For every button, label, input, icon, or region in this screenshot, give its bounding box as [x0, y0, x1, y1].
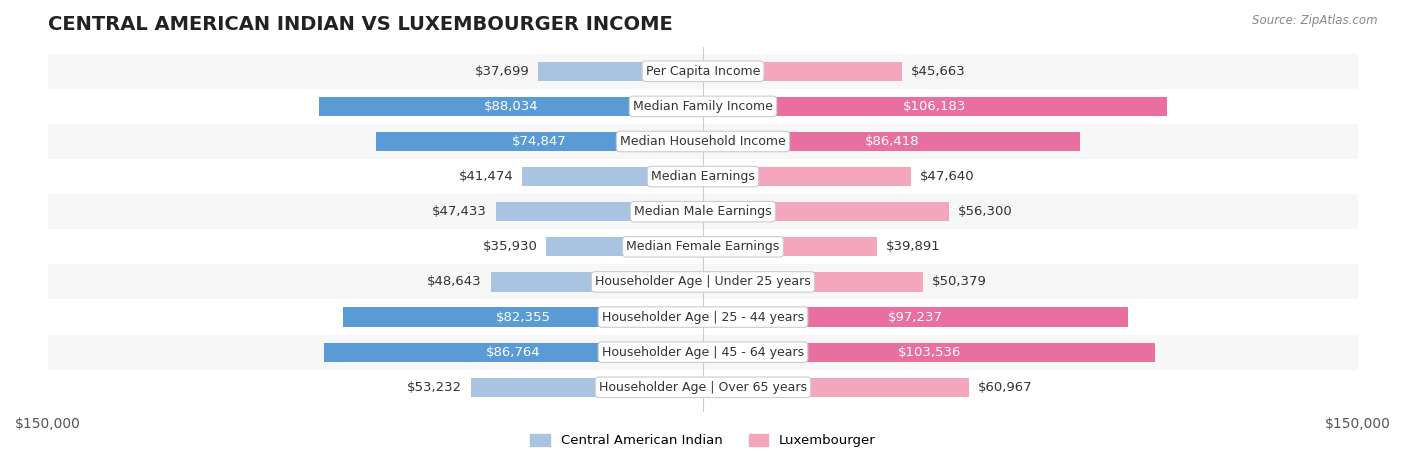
Text: $60,967: $60,967 [979, 381, 1032, 394]
Bar [48, 299, 1358, 334]
Bar [48, 370, 1358, 405]
Text: $39,891: $39,891 [886, 241, 941, 253]
Bar [48, 54, 1358, 89]
Bar [703, 342, 1156, 362]
Bar [703, 132, 1080, 151]
Text: $41,474: $41,474 [458, 170, 513, 183]
Text: $56,300: $56,300 [957, 205, 1012, 218]
Text: $86,418: $86,418 [865, 135, 920, 148]
Text: $47,433: $47,433 [432, 205, 486, 218]
Text: Median Family Income: Median Family Income [633, 100, 773, 113]
Text: $82,355: $82,355 [496, 311, 551, 324]
Text: $103,536: $103,536 [897, 346, 960, 359]
Bar [538, 62, 703, 81]
Bar [48, 159, 1358, 194]
Bar [703, 378, 969, 397]
Text: $86,764: $86,764 [486, 346, 541, 359]
Text: Source: ZipAtlas.com: Source: ZipAtlas.com [1253, 14, 1378, 27]
Bar [471, 378, 703, 397]
Bar [48, 194, 1358, 229]
Bar [48, 229, 1358, 264]
Text: Householder Age | 25 - 44 years: Householder Age | 25 - 44 years [602, 311, 804, 324]
Text: Householder Age | Over 65 years: Householder Age | Over 65 years [599, 381, 807, 394]
Text: $50,379: $50,379 [932, 276, 987, 289]
Text: Median Female Earnings: Median Female Earnings [627, 241, 779, 253]
Text: $53,232: $53,232 [406, 381, 461, 394]
Text: Median Earnings: Median Earnings [651, 170, 755, 183]
Bar [703, 202, 949, 221]
Bar [703, 272, 922, 291]
Text: Per Capita Income: Per Capita Income [645, 65, 761, 78]
Bar [703, 237, 877, 256]
Text: $47,640: $47,640 [920, 170, 974, 183]
Bar [48, 334, 1358, 370]
Text: Householder Age | 45 - 64 years: Householder Age | 45 - 64 years [602, 346, 804, 359]
Text: $37,699: $37,699 [475, 65, 530, 78]
Bar [522, 167, 703, 186]
Bar [319, 97, 703, 116]
Text: Householder Age | Under 25 years: Householder Age | Under 25 years [595, 276, 811, 289]
Bar [496, 202, 703, 221]
Text: $35,930: $35,930 [482, 241, 537, 253]
Bar [325, 342, 703, 362]
Text: $74,847: $74,847 [512, 135, 567, 148]
Bar [703, 97, 1167, 116]
Text: Median Household Income: Median Household Income [620, 135, 786, 148]
Bar [546, 237, 703, 256]
Text: $48,643: $48,643 [427, 276, 482, 289]
Bar [48, 89, 1358, 124]
Bar [703, 167, 911, 186]
Bar [343, 307, 703, 327]
Bar [703, 307, 1128, 327]
Text: $45,663: $45,663 [911, 65, 966, 78]
Legend: Central American Indian, Luxembourger: Central American Indian, Luxembourger [524, 429, 882, 453]
Bar [377, 132, 703, 151]
Bar [491, 272, 703, 291]
Bar [48, 124, 1358, 159]
Bar [703, 62, 903, 81]
Text: Median Male Earnings: Median Male Earnings [634, 205, 772, 218]
Text: CENTRAL AMERICAN INDIAN VS LUXEMBOURGER INCOME: CENTRAL AMERICAN INDIAN VS LUXEMBOURGER … [48, 15, 672, 34]
Text: $88,034: $88,034 [484, 100, 538, 113]
Bar [48, 264, 1358, 299]
Text: $106,183: $106,183 [903, 100, 966, 113]
Text: $97,237: $97,237 [887, 311, 943, 324]
